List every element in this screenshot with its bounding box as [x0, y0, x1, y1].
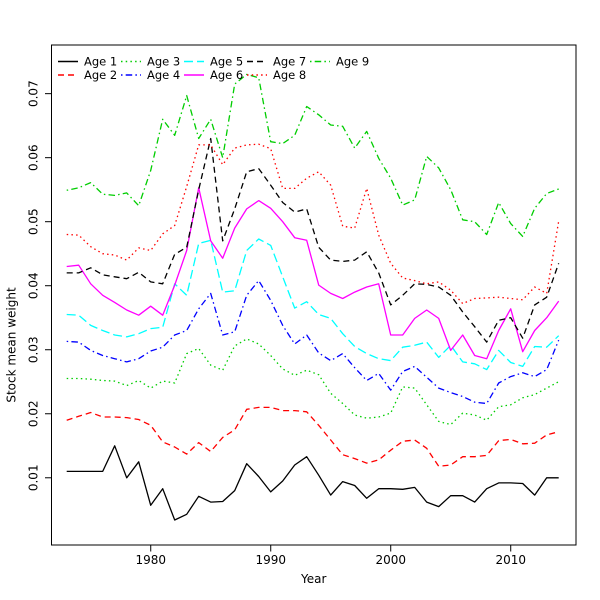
y-tick-label: 0.01	[27, 464, 41, 491]
y-tick-label: 0.06	[27, 144, 41, 171]
legend-label-age-6: Age 6	[210, 68, 243, 82]
x-tick-label: 2010	[495, 553, 526, 567]
y-tick-label: 0.05	[27, 208, 41, 235]
legend-label-age-9: Age 9	[336, 55, 369, 69]
x-tick-label: 1980	[135, 553, 166, 567]
y-tick-label: 0.02	[27, 400, 41, 427]
legend-label-age-7: Age 7	[273, 55, 306, 69]
series-line-age-3	[66, 338, 560, 426]
x-tick-label: 1990	[255, 553, 286, 567]
series-line-age-7	[66, 137, 560, 343]
series-line-age-6	[66, 187, 560, 360]
y-tick-label: 0.03	[27, 336, 41, 363]
y-tick-label: 0.04	[27, 272, 41, 299]
series-line-age-2	[66, 406, 559, 467]
legend-label-age-8: Age 8	[273, 68, 306, 82]
legend-label-age-2: Age 2	[84, 68, 117, 82]
series-line-age-4	[66, 279, 560, 405]
series-line-age-9	[66, 73, 559, 238]
y-tick-label: 0.07	[27, 80, 41, 107]
legend-label-age-5: Age 5	[210, 55, 243, 69]
series-line-age-1	[66, 445, 559, 521]
legend-label-age-4: Age 4	[147, 68, 180, 82]
plot-frame	[51, 44, 577, 546]
legend-label-age-3: Age 3	[147, 55, 180, 69]
series-line-age-5	[66, 238, 560, 371]
legend-label-age-1: Age 1	[84, 55, 117, 69]
series-line-age-8	[66, 143, 560, 305]
x-tick-label: 2000	[375, 553, 406, 567]
y-axis-title: Stock mean weight	[5, 287, 19, 403]
x-axis-title: Year	[300, 572, 326, 586]
